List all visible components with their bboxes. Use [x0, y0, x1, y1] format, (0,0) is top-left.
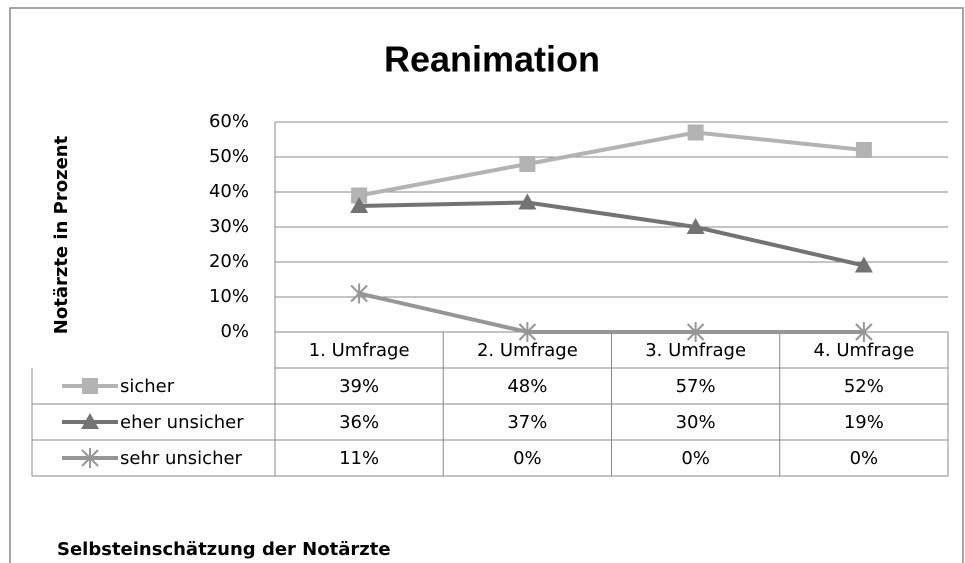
marker — [687, 124, 704, 141]
chart-frame — [9, 7, 964, 563]
marker — [350, 197, 369, 213]
x-tick-label: 2. Umfrage — [477, 340, 578, 361]
y-tick-label: 50% — [209, 146, 249, 167]
y-tick-label: 60% — [209, 111, 249, 132]
marker — [855, 322, 873, 342]
chart-title: Reanimation — [384, 39, 600, 80]
legend-marker — [82, 378, 98, 394]
y-axis-title: Notärzte in Prozent — [51, 135, 72, 334]
marker — [686, 322, 705, 342]
marker — [350, 283, 368, 304]
x-tick-label: 1. Umfrage — [309, 340, 410, 361]
footnote: Selbsteinschätzung der Notärzte — [57, 539, 391, 560]
series-line — [358, 291, 864, 334]
marker — [518, 193, 537, 210]
x-tick-label: 3. Umfrage — [645, 340, 746, 361]
legend-label: sicher — [120, 376, 175, 397]
table-value: 37% — [507, 412, 547, 433]
legend-marker — [81, 448, 99, 468]
y-tick-label: 20% — [209, 251, 249, 272]
marker — [855, 142, 872, 158]
marker — [854, 256, 873, 273]
marker — [518, 322, 537, 342]
table-value: 30% — [676, 412, 716, 433]
table-value: 0% — [681, 448, 710, 469]
table-value: 11% — [339, 448, 379, 469]
table-value: 39% — [339, 376, 379, 397]
table-value: 52% — [844, 376, 884, 397]
table-value: 0% — [850, 448, 879, 469]
table-value: 19% — [844, 412, 884, 433]
table-value: 48% — [507, 376, 547, 397]
marker — [519, 156, 536, 172]
series-line — [359, 200, 865, 268]
legend-label: eher unsicher — [120, 412, 244, 433]
legend-label: sehr unsicher — [120, 448, 243, 469]
x-tick-label: 4. Umfrage — [813, 340, 914, 361]
legend-marker — [81, 413, 99, 429]
y-tick-label: 40% — [209, 181, 249, 202]
y-tick-label: 10% — [209, 286, 249, 307]
series-line — [358, 130, 865, 198]
y-tick-label: 0% — [220, 321, 249, 342]
table-value: 0% — [513, 448, 542, 469]
table-value: 57% — [676, 376, 716, 397]
marker — [686, 218, 705, 234]
y-tick-label: 30% — [209, 216, 249, 237]
marker — [351, 187, 368, 204]
table-value: 36% — [339, 412, 379, 433]
